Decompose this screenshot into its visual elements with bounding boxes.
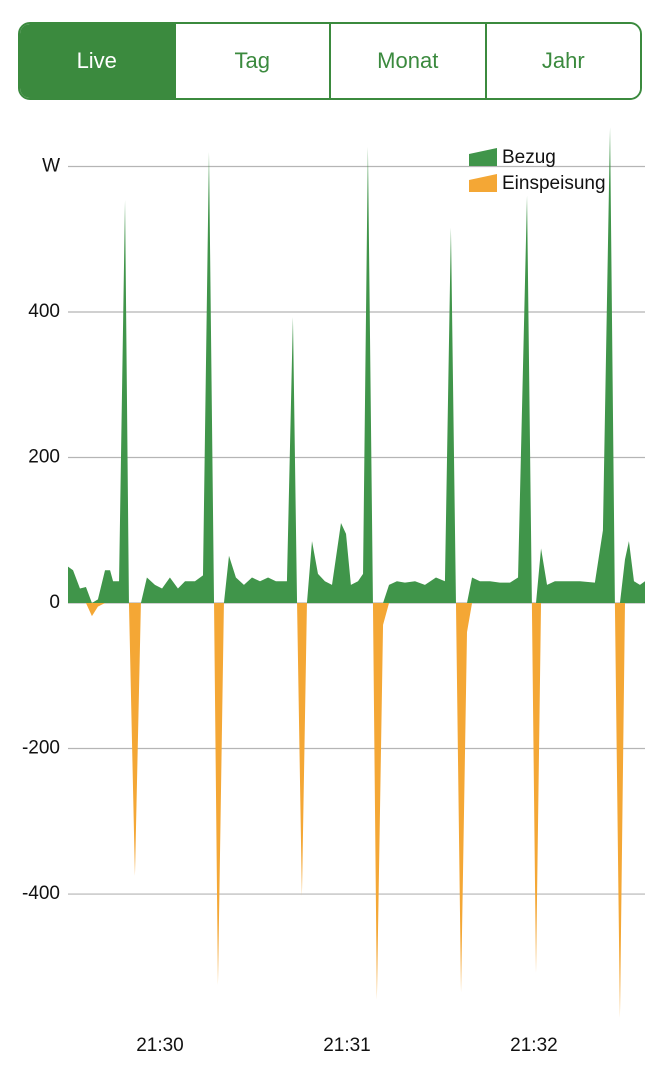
y-tick-label: 200	[28, 447, 60, 468]
y-tick-label: 0	[49, 592, 60, 613]
tab[interactable]: Tag	[173, 24, 329, 98]
y-tick-label: -400	[22, 883, 60, 904]
legend-label: Bezug	[502, 147, 556, 168]
y-tick-label: W	[42, 156, 60, 177]
tab[interactable]: Monat	[329, 24, 485, 98]
x-tick-label: 21:32	[510, 1035, 558, 1056]
tab[interactable]: Jahr	[484, 24, 640, 98]
legend-label: Einspeisung	[502, 173, 606, 194]
segmented-control: Live Tag Monat Jahr	[18, 22, 642, 100]
x-tick-label: 21:31	[323, 1035, 371, 1056]
y-tick-label: -200	[22, 738, 60, 759]
legend-swatch	[469, 174, 497, 192]
area	[68, 127, 645, 604]
y-tick-label: 400	[28, 301, 60, 322]
legend-swatch	[469, 148, 497, 166]
tab[interactable]: Live	[20, 24, 174, 98]
x-tick-label: 21:30	[136, 1035, 184, 1056]
area	[68, 603, 645, 1018]
